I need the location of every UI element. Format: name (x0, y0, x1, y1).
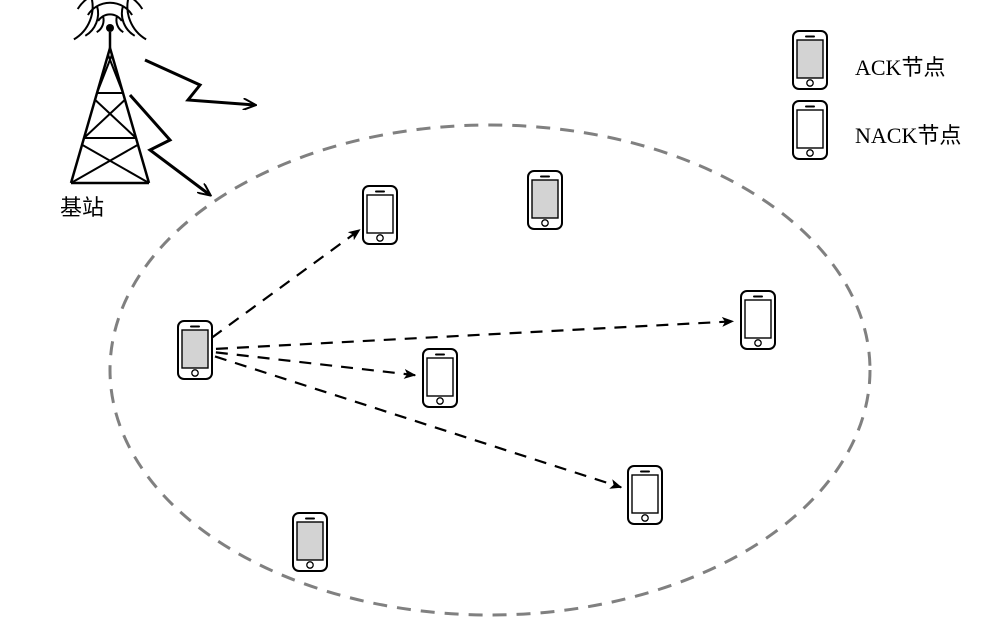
phone-p4 (741, 291, 775, 349)
d2d-arrows (212, 230, 733, 488)
d2d-arrow (216, 321, 733, 349)
d2d-arrow (215, 356, 621, 487)
broadcast-arrows (130, 60, 255, 195)
broadcast-arrow (145, 60, 255, 105)
phone-p1 (363, 186, 397, 244)
base-station-label: 基站 (60, 190, 104, 222)
phone-src (178, 321, 212, 379)
phone-p5 (628, 466, 662, 524)
legend-nack-label: NACK节点 (855, 118, 961, 150)
phone-p3 (423, 349, 457, 407)
phone-p2 (528, 171, 562, 229)
base-station-tower (71, 0, 149, 183)
diagram-canvas: 基站 ACK节点 NACK节点 (0, 0, 1000, 626)
d2d-arrow (212, 230, 360, 338)
legend-phones (793, 31, 827, 159)
diagram-svg (0, 0, 1000, 626)
legend-phone-nack (793, 101, 827, 159)
legend-phone-ack (793, 31, 827, 89)
phone-p6 (293, 513, 327, 571)
legend-ack-label: ACK节点 (855, 50, 945, 82)
d2d-arrow (216, 352, 415, 375)
cluster-ellipse (110, 125, 870, 615)
phones-group (178, 171, 775, 571)
